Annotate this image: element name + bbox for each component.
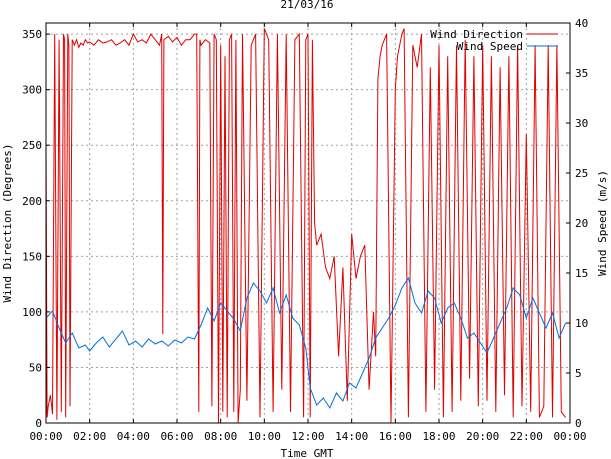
right-y-tick-label: 20 — [575, 217, 588, 230]
series-lines — [45, 28, 567, 424]
legend-label-wind-direction: Wind Direction — [430, 28, 523, 41]
x-tick-label: 18:00 — [422, 430, 455, 443]
x-tick-label: 12:00 — [291, 430, 324, 443]
legend: Wind Direction Wind Speed — [430, 28, 558, 53]
left-y-tick-label: 50 — [29, 361, 42, 374]
right-y-tick-label: 15 — [575, 267, 588, 280]
x-tick-label: 20:00 — [466, 430, 499, 443]
x-axis-title: Time GMT — [281, 447, 334, 459]
legend-label-wind-speed: Wind Speed — [457, 40, 523, 53]
series-line-wind-direction — [45, 28, 566, 424]
right-y-tick-label: 0 — [575, 417, 582, 430]
right-y-tick-label: 35 — [575, 67, 588, 80]
left-y-tick-label: 300 — [22, 84, 42, 97]
x-tick-label: 16:00 — [379, 430, 412, 443]
chart-title: 21/03/16 — [281, 0, 334, 11]
left-y-tick-label: 200 — [22, 195, 42, 208]
x-tick-label: 02:00 — [73, 430, 106, 443]
right-y-tick-label: 30 — [575, 117, 588, 130]
right-y-tick-label: 5 — [575, 367, 582, 380]
series-line-wind-speed — [45, 276, 567, 410]
right-y-tick-label: 40 — [575, 17, 588, 30]
right-y-tick-label: 10 — [575, 317, 588, 330]
left-y-tick-label: 250 — [22, 139, 42, 152]
x-tick-label: 06:00 — [160, 430, 193, 443]
axis-ticks — [45, 22, 571, 424]
x-tick-label: 00:00 — [29, 430, 62, 443]
left-y-tick-label: 100 — [22, 306, 42, 319]
x-tick-label: 04:00 — [117, 430, 150, 443]
x-tick-label: 00:00 — [553, 430, 586, 443]
x-tick-label: 10:00 — [248, 430, 281, 443]
x-tick-label: 08:00 — [204, 430, 237, 443]
left-y-tick-label: 150 — [22, 250, 42, 263]
left-y-tick-label: 350 — [22, 28, 42, 41]
right-y-axis-title: Wind Speed (m/s) — [596, 170, 609, 276]
right-y-tick-label: 25 — [575, 167, 588, 180]
x-tick-label: 22:00 — [510, 430, 543, 443]
left-y-tick-label: 0 — [35, 417, 42, 430]
x-tick-label: 14:00 — [335, 430, 368, 443]
left-y-axis-title: Wind Direction (Degrees) — [1, 144, 14, 303]
